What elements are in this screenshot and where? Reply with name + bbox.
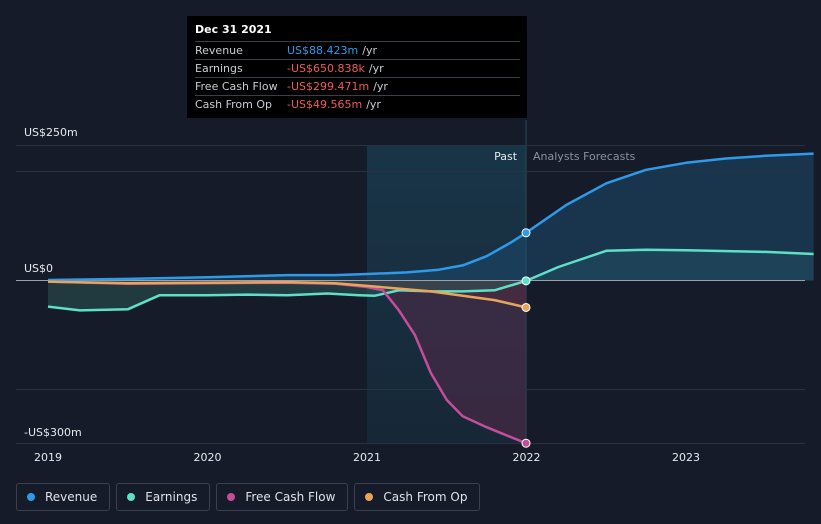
tooltip-label: Earnings: [195, 62, 243, 75]
tooltip-value: -US$49.565m: [287, 98, 363, 111]
legend-item-free-cash-flow[interactable]: Free Cash Flow: [216, 483, 349, 511]
tooltip-row-cash-from-op: Cash From Op -US$49.565m /yr: [195, 95, 520, 113]
tooltip-label: Free Cash Flow: [195, 80, 278, 93]
legend-dot-icon: [127, 493, 136, 501]
legend-label: Earnings: [145, 490, 198, 504]
past-label: Past: [494, 150, 518, 163]
legend-dot-icon: [365, 493, 374, 501]
forecast-label: Analysts Forecasts: [533, 150, 636, 163]
x-tick-label: 2022: [513, 451, 541, 464]
legend-label: Free Cash Flow: [245, 490, 336, 504]
tooltip-value: -US$299.471m: [287, 80, 370, 93]
x-tick-label: 2021: [353, 451, 381, 464]
tooltip-date: Dec 31 2021: [195, 23, 272, 36]
legend: Revenue Earnings Free Cash Flow Cash Fro…: [16, 483, 481, 511]
tooltip-row-earnings: Earnings -US$650.838k /yr: [195, 59, 520, 77]
y-axis-label-bottom: -US$300m: [24, 426, 82, 439]
tooltip-unit: /yr: [366, 98, 381, 111]
x-tick-label: 2019: [34, 451, 62, 464]
x-tick-label: 2020: [194, 451, 222, 464]
line-revenue: [47, 231, 527, 282]
tooltip-row-free-cash-flow: Free Cash Flow -US$299.471m /yr: [195, 77, 520, 95]
area-revenue: [48, 153, 814, 281]
point-earnings: [521, 276, 531, 286]
tooltip-unit: /yr: [373, 80, 388, 93]
point-revenue: [521, 228, 531, 238]
point-free-cash-flow: [521, 438, 531, 448]
tooltip-unit: /yr: [368, 62, 384, 75]
line-cash-from-op: [47, 280, 527, 309]
tooltip-label: Revenue: [195, 44, 243, 57]
tooltip-label: Cash From Op: [195, 98, 273, 111]
legend-item-cash-from-op[interactable]: Cash From Op: [354, 483, 481, 511]
x-tick-label: 2023: [672, 451, 700, 464]
tooltip-row-revenue: Revenue US$88.423m /yr: [195, 41, 520, 59]
legend-item-revenue[interactable]: Revenue: [16, 483, 111, 511]
legend-item-earnings[interactable]: Earnings: [116, 483, 211, 511]
legend-dot-icon: [27, 493, 35, 501]
line-forecast-earnings: [525, 248, 814, 283]
line-earnings: [47, 279, 527, 312]
tooltip-value: US$88.423m: [287, 44, 359, 57]
chart-area: US$250m US$0 -US$300m Past Analysts Fore…: [16, 120, 814, 464]
legend-dot-icon: [227, 493, 236, 501]
y-axis-label-zero: US$0: [24, 262, 53, 275]
legend-label: Cash From Op: [383, 490, 468, 504]
point-cash-from-op: [521, 302, 531, 312]
legend-label: Revenue: [45, 490, 98, 504]
tooltip-unit: /yr: [362, 44, 377, 57]
tooltip: Dec 31 2021 Revenue US$88.423m /yr Earni…: [187, 16, 527, 118]
y-axis-label-top: US$250m: [24, 126, 78, 139]
tooltip-value: -US$650.838k: [287, 62, 365, 75]
line-forecast-revenue: [525, 152, 814, 234]
